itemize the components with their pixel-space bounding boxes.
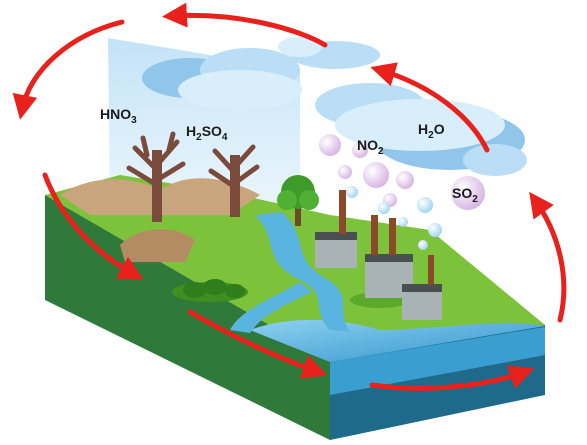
cycle-arrow-icon xyxy=(162,2,328,48)
cloud-top xyxy=(278,37,380,69)
label-hno3: HNO3 xyxy=(100,106,137,126)
cycle-arrow-icon xyxy=(529,191,567,323)
tree-icon xyxy=(126,131,186,222)
river xyxy=(255,212,350,332)
rock-outcrop xyxy=(120,229,195,262)
cycle-arrow-icon xyxy=(187,309,328,379)
label-no2: NO2 xyxy=(357,137,384,157)
water-front-face xyxy=(330,327,545,395)
cycle-arrow-icon xyxy=(12,19,125,120)
cloud-left xyxy=(142,48,302,110)
terrain-left-face xyxy=(45,195,330,440)
cycle-arrows xyxy=(12,2,567,391)
tree-icon xyxy=(208,144,260,217)
cycle-arrow-icon xyxy=(369,365,535,391)
tree-icon xyxy=(277,175,319,226)
label-h2so4: H2SO4 xyxy=(186,123,228,143)
label-h2o: H2O xyxy=(418,121,445,141)
cycle-arrow-icon xyxy=(370,62,490,153)
bush-icon xyxy=(183,279,245,298)
label-so2: SO2 xyxy=(452,185,478,205)
lake xyxy=(250,319,545,362)
emission-bubbles xyxy=(319,134,485,250)
river-branch xyxy=(230,282,312,333)
cycle-arrow-icon xyxy=(42,172,144,280)
factory-icon xyxy=(315,190,442,320)
cloud-right xyxy=(315,83,527,176)
